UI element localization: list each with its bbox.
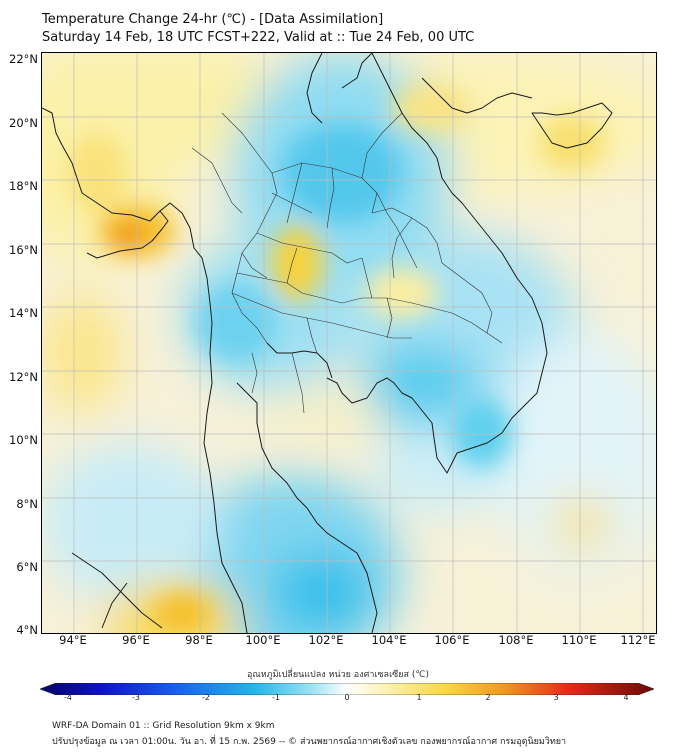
- colorbar-tick: 2: [485, 693, 491, 702]
- colorbar-tick: -4: [64, 693, 72, 702]
- colorbar: [39, 680, 655, 696]
- lat-label: 16°N: [9, 243, 38, 257]
- footer-model-info: WRF-DA Domain 01 :: Grid Resolution 9km …: [52, 721, 275, 731]
- colorbar-tick: -1: [272, 693, 280, 702]
- lon-label: 110°E: [561, 633, 597, 647]
- lon-label: 96°E: [122, 633, 150, 647]
- lat-label: 18°N: [9, 179, 38, 193]
- lat-label: 8°N: [16, 497, 38, 511]
- lat-label: 10°N: [9, 433, 38, 447]
- colorbar-tick: -2: [202, 693, 210, 702]
- colorbar-tick: 1: [416, 693, 422, 702]
- lon-label: 104°E: [371, 633, 407, 647]
- lon-label: 100°E: [245, 633, 281, 647]
- colorbar-title: อุณหภูมิเปลี่ยนแปลง หน่วย องศาเซลเซียส (…: [246, 670, 430, 680]
- lat-label: 20°N: [9, 116, 38, 130]
- lon-label: 112°E: [620, 633, 656, 647]
- lon-label: 102°E: [308, 633, 344, 647]
- footer-credit: ปรับปรุงข้อมูล ณ เวลา 01:00น. วัน อา. ที…: [52, 737, 567, 747]
- lat-label: 4°N: [16, 623, 38, 637]
- graticule: [42, 53, 656, 633]
- lat-label: 22°N: [9, 52, 38, 66]
- colorbar-tick: 3: [553, 693, 559, 702]
- lat-label: 12°N: [9, 370, 38, 384]
- colorbar-tick: 0: [344, 693, 350, 702]
- colorbar-tick: -3: [132, 693, 140, 702]
- colorbar-tick: 4: [623, 693, 629, 702]
- temperature-change-map[interactable]: [41, 52, 657, 634]
- lat-label: 6°N: [16, 560, 38, 574]
- lat-label: 14°N: [9, 306, 38, 320]
- lon-label: 106°E: [434, 633, 470, 647]
- province-borders: [191, 112, 503, 414]
- coastline: [42, 53, 613, 633]
- lon-label: 94°E: [59, 633, 87, 647]
- map-subtitle: Saturday 14 Feb, 18 UTC FCST+222, Valid …: [42, 30, 475, 45]
- map-title: Temperature Change 24-hr (℃) - [Data Ass…: [42, 12, 384, 27]
- lon-label: 98°E: [185, 633, 213, 647]
- map-canvas: [42, 53, 656, 633]
- lon-label: 108°E: [498, 633, 534, 647]
